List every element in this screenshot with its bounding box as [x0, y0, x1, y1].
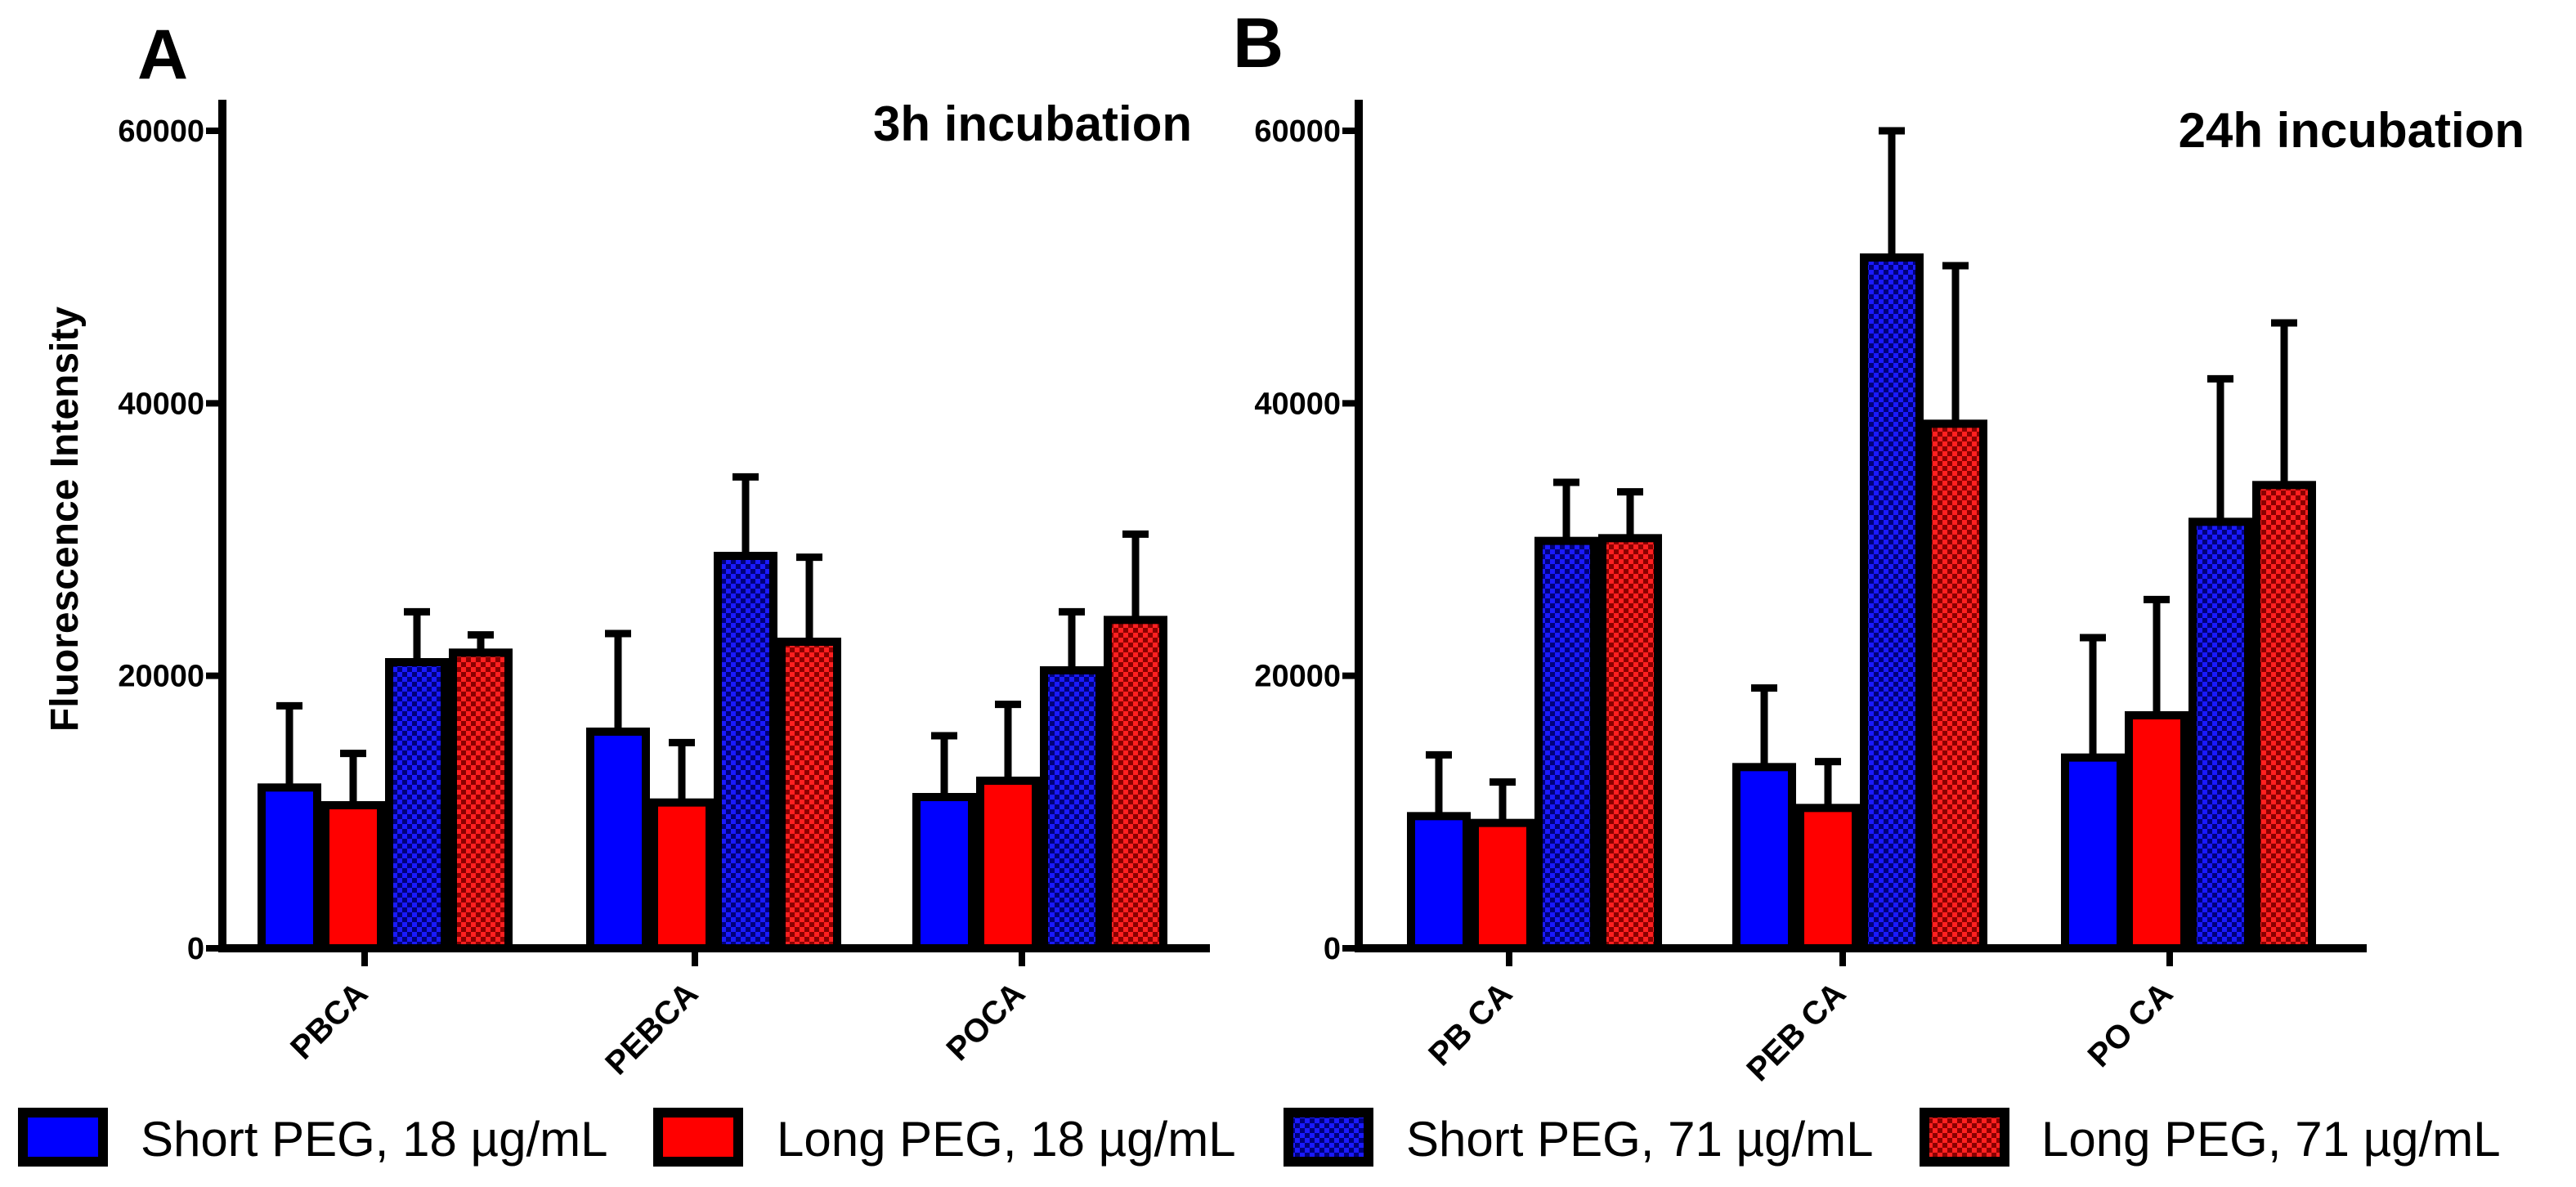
- panel-a-bar-short-peg-71: [385, 658, 449, 952]
- panel-b-x-tick-label: PO CA: [2081, 975, 2180, 1074]
- panel-b-bar-short-peg-71: [1860, 253, 1924, 952]
- panel-b-bar-short-peg-18: [2061, 753, 2125, 953]
- panel-a-bar-short-peg-18: [912, 793, 976, 952]
- panel-b-bar-short-peg-71: [2188, 517, 2252, 952]
- panel-a-bar-long-peg-18: [976, 777, 1040, 952]
- legend-item-short-peg-71: Short PEG, 71 µg/mL: [1284, 1108, 1874, 1167]
- panel-b: B 24h incubation 0 20000 40000 60000 PB CA PE…: [1233, 4, 2524, 1088]
- legend-label-short-peg-18: Short PEG, 18 µg/mL: [141, 1112, 608, 1167]
- panel-a-y-tick-label: 20000: [118, 660, 204, 694]
- legend-label-long-peg-71: Long PEG, 71 µg/mL: [2041, 1112, 2501, 1167]
- panel-a-bar-long-peg-18: [321, 801, 385, 952]
- panel-b-y-tick-label: 40000: [1254, 387, 1341, 421]
- panel-a-bar-short-peg-18: [258, 783, 321, 952]
- panel-a-bar-short-peg-71: [1040, 666, 1104, 952]
- panel-b-title: 24h incubation: [2179, 103, 2524, 158]
- legend-swatch-short-peg-71: [1284, 1108, 1373, 1167]
- panel-b-bar-short-peg-71: [1534, 536, 1598, 953]
- legend-label-short-peg-71: Short PEG, 71 µg/mL: [1406, 1112, 1874, 1167]
- panel-a-y-axis-label: Fluorescence Intensity: [43, 307, 87, 732]
- panel-a-y-tick-label: 0: [187, 932, 204, 966]
- panel-b-bar-short-peg-18: [1407, 812, 1471, 952]
- panel-a-title: 3h incubation: [873, 96, 1192, 151]
- panel-b-marks: 0 20000 40000 60000 PB CA PEB CA PO CA: [1254, 100, 2367, 1088]
- legend-item-long-peg-18: Long PEG, 18 µg/mL: [653, 1108, 1236, 1167]
- panel-a-x-tick-label: POCA: [940, 975, 1033, 1068]
- panel-b-y-tick-label: 20000: [1254, 660, 1341, 694]
- panel-a-y-tick-label: 60000: [118, 114, 204, 149]
- panel-b-x-tick-label: PB CA: [1422, 975, 1519, 1073]
- panel-b-label: B: [1233, 4, 1284, 83]
- panel-b-bar-long-peg-18: [1796, 804, 1860, 952]
- panel-a-bar-long-peg-18: [650, 798, 714, 953]
- panel-a-label: A: [137, 16, 188, 94]
- legend-item-long-peg-71: Long PEG, 71 µg/mL: [1920, 1108, 2501, 1167]
- panel-b-y-tick-label: 0: [1324, 932, 1341, 966]
- panel-a-bar-long-peg-71: [777, 638, 841, 952]
- panel-a-x-tick-label: PBCA: [284, 975, 374, 1066]
- panel-b-bar-long-peg-71: [2252, 481, 2316, 952]
- panel-b-bar-long-peg-18: [2125, 711, 2188, 952]
- panel-b-x-tick-label: PEB CA: [1740, 975, 1852, 1088]
- panel-a-y-tick-label: 40000: [118, 387, 204, 421]
- panel-b-bar-long-peg-71: [1598, 534, 1662, 952]
- panel-a-bar-short-peg-71: [714, 552, 777, 952]
- panel-b-bar-long-peg-18: [1471, 818, 1534, 953]
- legend: Short PEG, 18 µg/mL Long PEG, 18 µg/mL S…: [18, 1108, 2501, 1167]
- panel-a-marks: 0 20000 40000 60000 PBCA PEBCA POCA: [118, 100, 1210, 1082]
- panel-b-bar-long-peg-71: [1924, 419, 1987, 952]
- panel-a-bar-long-peg-71: [449, 648, 513, 952]
- legend-swatch-long-peg-18: [653, 1108, 743, 1167]
- panel-b-y-tick-label: 60000: [1254, 114, 1341, 149]
- legend-swatch-short-peg-18: [18, 1108, 108, 1167]
- panel-a-bar-long-peg-71: [1104, 616, 1167, 952]
- panel-b-bar-short-peg-18: [1732, 763, 1796, 952]
- panel-a: A 3h incubation Fluorescence Intensity 0…: [43, 16, 1210, 1082]
- panel-a-bar-short-peg-18: [586, 728, 650, 952]
- legend-swatch-long-peg-71: [1920, 1108, 2009, 1167]
- panel-a-x-tick-label: PEBCA: [598, 975, 705, 1082]
- legend-label-long-peg-18: Long PEG, 18 µg/mL: [777, 1112, 1236, 1167]
- legend-item-short-peg-18: Short PEG, 18 µg/mL: [18, 1108, 608, 1167]
